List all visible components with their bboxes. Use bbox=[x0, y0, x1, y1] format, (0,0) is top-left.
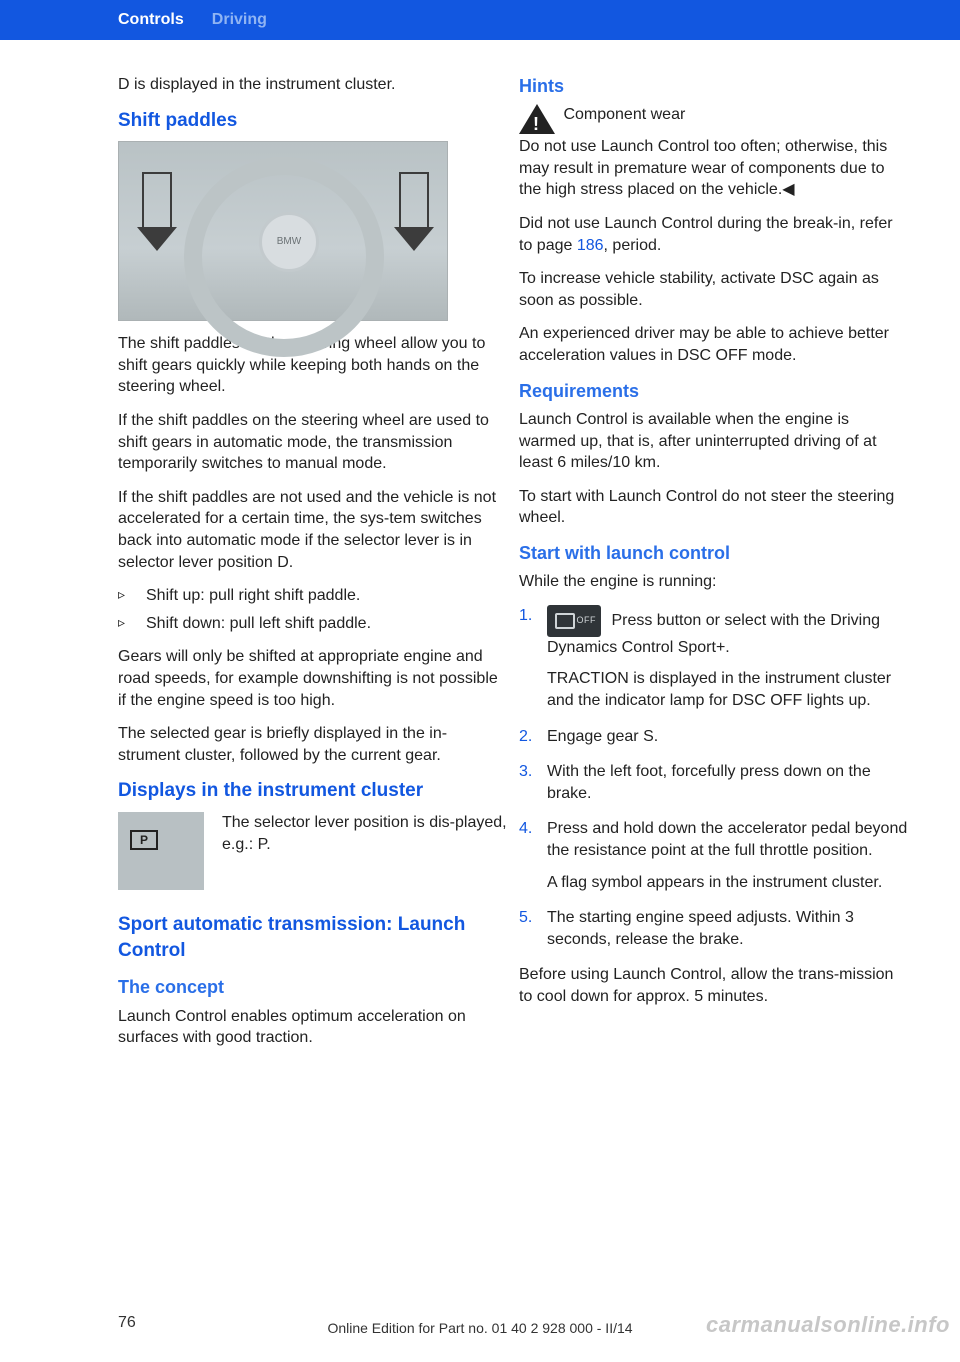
body-text: To start with Launch Control do not stee… bbox=[519, 486, 908, 529]
text-segment: Did not use Launch Control during the br… bbox=[519, 215, 893, 254]
step-text: Engage gear S. bbox=[547, 728, 658, 745]
body-text: To increase vehicle stability, activate … bbox=[519, 268, 908, 311]
step-number: 4. bbox=[519, 818, 532, 840]
list-item: 3. With the left foot, forcefully press … bbox=[519, 761, 908, 804]
heading-requirements: Requirements bbox=[519, 379, 908, 403]
warning-block: Component wear Do not use Launch Control… bbox=[519, 104, 908, 201]
list-item: 5. The starting engine speed adjusts. Wi… bbox=[519, 907, 908, 950]
text-segment: , period. bbox=[604, 237, 662, 254]
wheel-hub-icon: BMW bbox=[259, 212, 319, 272]
heading-displays: Displays in the instrument cluster bbox=[118, 778, 507, 804]
dsc-off-button-icon bbox=[547, 605, 601, 637]
intro-text: D is displayed in the instrument cluster… bbox=[118, 74, 507, 96]
footer-line: Online Edition for Part no. 01 40 2 928 … bbox=[0, 1319, 960, 1338]
step-number: 3. bbox=[519, 761, 532, 783]
list-item: 2. Engage gear S. bbox=[519, 726, 908, 748]
display-text: The selector lever position is dis‐playe… bbox=[222, 812, 507, 855]
shift-paddles-image: BMW bbox=[118, 141, 448, 321]
body-text: If the shift paddles are not used and th… bbox=[118, 487, 507, 573]
heading-shift-paddles: Shift paddles bbox=[118, 108, 507, 134]
heading-start-launch: Start with launch control bbox=[519, 541, 908, 565]
body-text: Launch Control is available when the eng… bbox=[519, 409, 908, 474]
selector-p-icon: P bbox=[118, 812, 204, 890]
body-text: The selected gear is briefly displayed i… bbox=[118, 723, 507, 766]
step-number: 2. bbox=[519, 726, 532, 748]
body-text: While the engine is running: bbox=[519, 571, 908, 593]
p-symbol: P bbox=[130, 830, 158, 850]
step-subtext: A flag symbol appears in the instrument … bbox=[547, 872, 908, 894]
list-item: 4. Press and hold down the accelerator p… bbox=[519, 818, 908, 893]
body-text: Gears will only be shifted at appropriat… bbox=[118, 646, 507, 711]
right-column: Hints Component wear Do not use Launch C… bbox=[519, 74, 908, 1061]
body-text: If the shift paddles on the steering whe… bbox=[118, 410, 507, 475]
content: D is displayed in the instrument cluster… bbox=[0, 40, 960, 1061]
step-text: Press and hold down the accelerator peda… bbox=[547, 820, 907, 859]
right-paddle-arrow-icon bbox=[394, 172, 434, 262]
step-text: With the left foot, forcefully press dow… bbox=[547, 763, 871, 802]
page: Controls Driving D is displayed in the i… bbox=[0, 0, 960, 1362]
step-number: 5. bbox=[519, 907, 532, 929]
heading-sport-transmission: Sport automatic transmission: Launch Con… bbox=[118, 912, 507, 963]
warning-title: Component wear bbox=[563, 106, 685, 123]
list-item: 1. Press button or select with the Drivi… bbox=[519, 605, 908, 712]
body-text: An experienced driver may be able to ach… bbox=[519, 323, 908, 366]
launch-steps: 1. Press button or select with the Drivi… bbox=[519, 605, 908, 951]
steering-wheel-graphic: BMW bbox=[179, 157, 389, 307]
shift-list: Shift up: pull right shift paddle. Shift… bbox=[118, 585, 507, 634]
step-text: The starting engine speed adjusts. Withi… bbox=[547, 909, 854, 948]
list-item: Shift up: pull right shift paddle. bbox=[118, 585, 507, 607]
step-subtext: TRACTION is displayed in the instrument … bbox=[547, 668, 908, 711]
list-item: Shift down: pull left shift paddle. bbox=[118, 613, 507, 635]
page-link[interactable]: 186 bbox=[577, 237, 604, 254]
body-text: Before using Launch Control, allow the t… bbox=[519, 964, 908, 1007]
left-paddle-arrow-icon bbox=[137, 172, 177, 262]
heading-hints: Hints bbox=[519, 74, 908, 98]
warning-triangle-icon bbox=[519, 104, 555, 136]
display-row: P The selector lever position is dis‐pla… bbox=[118, 812, 507, 890]
breadcrumb-subsection: Driving bbox=[212, 9, 267, 31]
step-number: 1. bbox=[519, 605, 532, 627]
body-text: Launch Control enables optimum accelerat… bbox=[118, 1006, 507, 1049]
body-text: Did not use Launch Control during the br… bbox=[519, 213, 908, 256]
warning-body: Do not use Launch Control too often; oth… bbox=[519, 138, 887, 198]
heading-the-concept: The concept bbox=[118, 975, 507, 999]
header-bar: Controls Driving bbox=[0, 0, 960, 40]
left-column: D is displayed in the instrument cluster… bbox=[118, 74, 507, 1061]
breadcrumb-section: Controls bbox=[118, 9, 184, 31]
